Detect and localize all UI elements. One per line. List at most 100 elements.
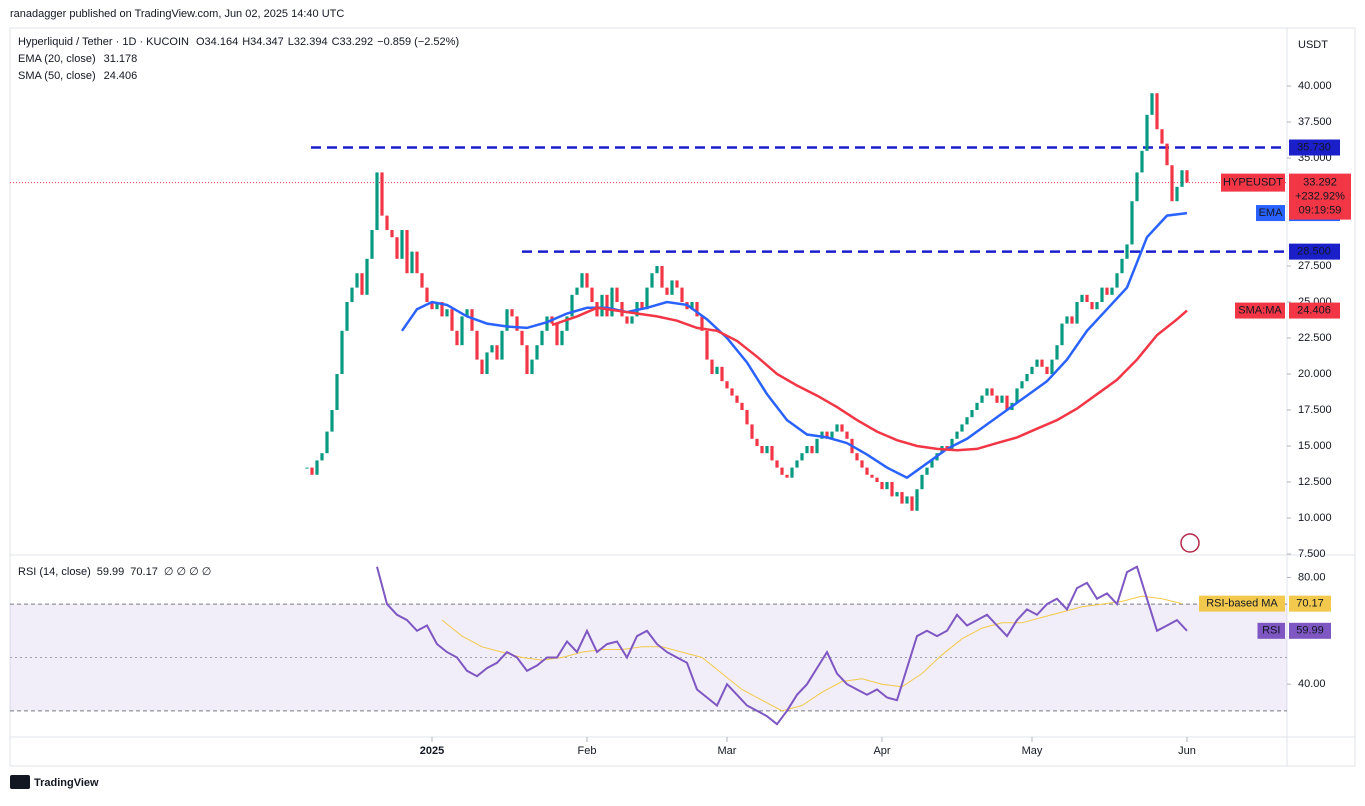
- candle: [340, 330, 344, 375]
- candle: [970, 410, 974, 418]
- candle: [975, 402, 979, 411]
- candle: [1105, 287, 1109, 295]
- candle: [425, 287, 429, 303]
- candle: [705, 330, 709, 360]
- candle: [475, 330, 479, 360]
- candle: [360, 273, 364, 295]
- candle: [760, 446, 764, 454]
- flash-icon[interactable]: [1180, 533, 1200, 553]
- byline: ranadagger published on TradingView.com,…: [10, 8, 344, 20]
- candle: [640, 302, 644, 310]
- candle: [755, 438, 759, 447]
- candle: [845, 431, 849, 439]
- candle: [830, 431, 834, 439]
- candle: [650, 273, 654, 288]
- candle: [1025, 374, 1029, 382]
- candle: [435, 302, 439, 310]
- candle: [1145, 114, 1149, 151]
- candle: [835, 424, 839, 432]
- candle: [415, 251, 419, 274]
- ohlc-value: −0.859 (−2.52%): [377, 36, 459, 48]
- candle: [910, 496, 914, 511]
- candle: [990, 388, 994, 396]
- x-tick-label: Feb: [578, 745, 597, 757]
- candle: [440, 302, 444, 317]
- candle: [510, 309, 514, 317]
- currency[interactable]: USDT: [1298, 39, 1328, 51]
- candle: [960, 424, 964, 432]
- candle: [670, 280, 674, 295]
- candle: [1115, 273, 1119, 288]
- candle: [1005, 395, 1009, 411]
- ohlc-value: L32.394: [288, 36, 328, 48]
- level-tag-label: 28.500: [1297, 246, 1331, 258]
- candle: [1055, 345, 1059, 360]
- rsi-line: [376, 565, 1188, 726]
- candle: [335, 374, 339, 411]
- candle: [710, 359, 714, 375]
- price-tag-value: 33.292: [1303, 177, 1337, 189]
- rsi-legend: 70.17: [130, 566, 158, 578]
- candle: [470, 309, 474, 331]
- candle: [330, 410, 334, 432]
- candle: [825, 431, 829, 439]
- candle: [585, 273, 589, 288]
- candle: [810, 446, 814, 454]
- rsi-value-tag-label: 70.17: [1296, 598, 1324, 610]
- indicator-name: EMA (20, close): [18, 53, 96, 65]
- candle: [1180, 170, 1184, 187]
- candle: [400, 230, 404, 259]
- candle: [805, 446, 809, 454]
- candle: [770, 446, 774, 461]
- candle: [1140, 150, 1144, 173]
- brand: TradingView: [34, 777, 99, 789]
- candle: [620, 302, 624, 317]
- candle: [930, 460, 934, 468]
- rsi-value-tag-label: 59.99: [1296, 625, 1324, 637]
- candle: [525, 345, 529, 375]
- candle: [515, 316, 519, 331]
- rsi-value-tag: [1289, 595, 1331, 612]
- candle: [1100, 287, 1104, 303]
- y-tick-label: 40.000: [1298, 80, 1332, 92]
- candle: [430, 302, 434, 310]
- candle: [570, 294, 574, 317]
- x-tick-label: Apr: [873, 745, 890, 757]
- candle: [775, 460, 779, 468]
- ohlc-value: H34.347: [242, 36, 284, 48]
- candle: [380, 172, 384, 216]
- candle: [1155, 93, 1159, 130]
- candle: [645, 287, 649, 310]
- rsi-tick-label: 80.00: [1298, 571, 1326, 583]
- logo: [10, 775, 30, 789]
- indicator-value-tag: [1289, 302, 1340, 319]
- candle: [520, 330, 524, 346]
- candle: [795, 460, 799, 468]
- price-tag: [1289, 173, 1351, 220]
- candle: [815, 438, 819, 454]
- candle: [575, 287, 579, 295]
- indicator-value-tag-label: 24.406: [1297, 304, 1331, 316]
- candle: [790, 467, 794, 478]
- indicator-value: 24.406: [104, 70, 138, 82]
- candle: [870, 474, 874, 478]
- rsi-tick-label: 40.00: [1298, 678, 1326, 690]
- level-tag: [1289, 139, 1340, 156]
- symbol-tag: [1221, 173, 1285, 192]
- candle: [1065, 316, 1069, 324]
- rsi-tag: [1199, 595, 1285, 612]
- candle: [735, 395, 739, 403]
- y-tick-label: 37.500: [1298, 116, 1332, 128]
- y-tick-label: 15.000: [1298, 440, 1332, 452]
- indicator-value: 31.178: [104, 53, 138, 65]
- ma-line: [400, 211, 1188, 480]
- candle: [1070, 316, 1074, 324]
- candle: [405, 230, 409, 274]
- candle: [1125, 244, 1129, 259]
- candle: [1000, 395, 1004, 403]
- y-tick-label: 7.500: [1298, 548, 1326, 560]
- candle: [590, 287, 594, 303]
- candle: [925, 467, 929, 475]
- candle: [305, 467, 309, 469]
